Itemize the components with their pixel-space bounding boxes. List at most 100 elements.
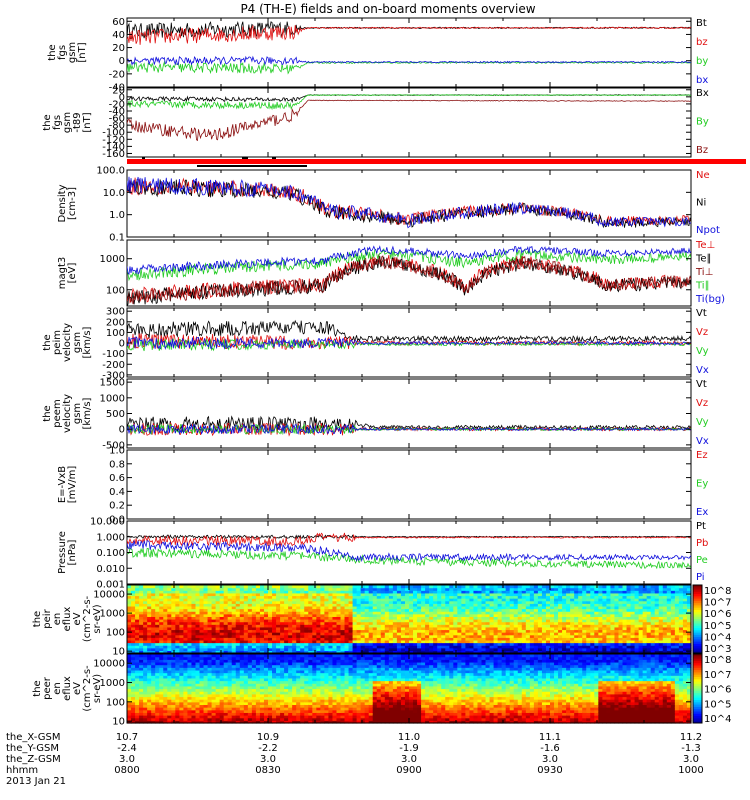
- spec-cell: [541, 626, 547, 631]
- panel-fgs-gsm-t89: [126, 87, 692, 158]
- spec-cell: [413, 605, 418, 610]
- spec-cell: [417, 637, 422, 641]
- spec-cell: [288, 605, 293, 610]
- spec-cell: [602, 634, 607, 638]
- spec-cell: [179, 598, 184, 602]
- spec-cell: [147, 624, 152, 628]
- spec-cell: [400, 595, 406, 599]
- spec-cell: [630, 595, 636, 599]
- spec-cell: [421, 616, 426, 620]
- spec-cell: [372, 616, 378, 620]
- spec-cell: [392, 585, 398, 589]
- spec-cell: [203, 647, 209, 651]
- spec-cell: [356, 600, 362, 604]
- spec-cell: [151, 613, 156, 617]
- spec-cell: [231, 659, 237, 663]
- spec-cell: [545, 624, 551, 628]
- spectrograms-ylabel: (cm^2-s-: [82, 595, 93, 642]
- spec-cell: [239, 696, 245, 700]
- spec-cell: [602, 608, 607, 612]
- spec-cell: [235, 683, 241, 687]
- spec-cell: [175, 637, 180, 641]
- spec-cell: [409, 645, 414, 649]
- spec-cell: [135, 720, 140, 724]
- spec-cell: [175, 661, 180, 666]
- spec-cell: [231, 654, 237, 658]
- spec-cell: [231, 709, 237, 713]
- spec-cell: [634, 647, 640, 651]
- spec-cell: [179, 611, 184, 615]
- spec-cell: [336, 598, 342, 602]
- spec-cell: [263, 637, 269, 641]
- spec-cell: [312, 629, 317, 633]
- spec-cell: [541, 590, 547, 594]
- spec-cell: [231, 704, 237, 708]
- spec-cell: [521, 629, 527, 633]
- spec-cell: [678, 637, 684, 641]
- spec-cell: [231, 613, 237, 617]
- spec-cell: [139, 677, 144, 682]
- panels-ylabel: [nT]: [82, 112, 93, 132]
- spec-cell: [243, 675, 249, 679]
- spec-cell: [465, 647, 471, 651]
- spec-cell: [324, 626, 330, 631]
- spec-cell: [243, 621, 249, 625]
- spec-cell: [179, 696, 184, 700]
- spec-cell: [272, 632, 277, 636]
- spec-cell: [183, 598, 189, 602]
- spec-cell: [445, 619, 450, 623]
- spec-cell: [139, 712, 144, 716]
- spec-cell: [211, 595, 217, 599]
- spec-cell: [574, 632, 579, 636]
- spec-cell: [207, 701, 213, 706]
- spec-cell: [312, 590, 317, 594]
- spec-cell: [513, 608, 519, 612]
- spec-cell: [364, 587, 370, 591]
- colorbar-cell: [693, 628, 702, 631]
- spec-cell: [650, 642, 656, 646]
- spec-cell: [155, 720, 160, 724]
- spec-cell: [272, 616, 277, 620]
- spec-cell: [570, 608, 575, 612]
- spec-cell: [622, 605, 628, 610]
- spec-cell: [308, 621, 313, 625]
- spec-cell: [163, 592, 168, 597]
- spec-cell: [493, 619, 499, 623]
- spec-cell: [521, 590, 527, 594]
- spec-cell: [336, 603, 342, 607]
- spec-cell: [255, 592, 261, 597]
- spec-cell: [477, 590, 483, 594]
- spec-cell: [380, 608, 386, 612]
- spec-cell: [529, 611, 535, 615]
- spec-cell: [662, 624, 668, 628]
- spec-cell: [231, 688, 237, 692]
- spec-cell: [239, 715, 245, 719]
- spec-cell: [227, 720, 233, 724]
- spec-cell: [195, 691, 201, 695]
- spec-cell: [139, 592, 144, 597]
- spec-cell: [650, 587, 656, 591]
- spec-cell: [263, 605, 269, 610]
- spec-cell: [211, 645, 217, 649]
- spec-cell: [473, 611, 479, 615]
- spec-cell: [171, 613, 176, 617]
- spec-cell: [175, 592, 180, 597]
- spec-cell: [155, 587, 160, 591]
- spec-cell: [191, 669, 197, 674]
- spec-cell: [445, 621, 450, 625]
- spec-cell: [384, 598, 390, 602]
- spec-cell: [340, 637, 346, 641]
- spec-cell: [235, 707, 241, 711]
- spec-cell: [541, 642, 547, 646]
- spec-cell: [191, 675, 197, 679]
- spec-cell: [380, 639, 386, 644]
- spec-cell: [614, 642, 620, 646]
- spec-cell: [545, 608, 551, 612]
- spec-cell: [602, 624, 607, 628]
- spec-cell: [336, 639, 342, 644]
- spec-cell: [541, 608, 547, 612]
- spec-cell: [533, 590, 539, 594]
- spec-cell: [473, 592, 479, 597]
- spec-cell: [199, 624, 205, 628]
- spec-cell: [545, 645, 551, 649]
